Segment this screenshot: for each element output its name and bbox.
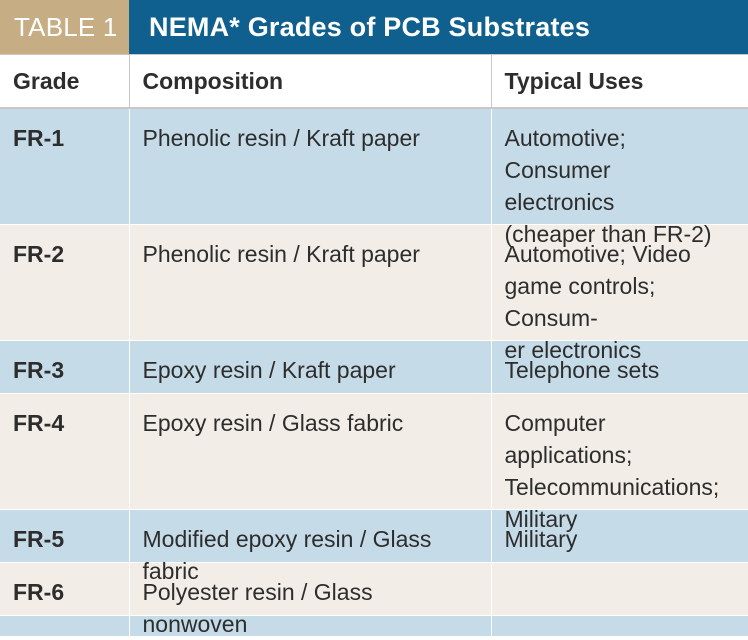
cell-grade: FR-6 — [0, 562, 129, 616]
typical-uses-line: Military — [504, 506, 578, 532]
table-header-bar: TABLE 1 NEMA* Grades of PCB Substrates — [0, 0, 748, 54]
column-header-composition: Composition — [128, 54, 491, 109]
cell-grade: FR-4 — [0, 393, 129, 510]
substrate-grades-table: Grade Composition Typical Uses FR-1 Pheno… — [0, 54, 748, 637]
typical-uses-line: Telecommunications; — [504, 474, 720, 500]
cell-grade: FR-2 — [0, 224, 129, 341]
cell-typical-uses: Telephone sets — [490, 340, 748, 394]
table-row: FR-3 Epoxy resin / Kraft paper Telephone s… — [0, 340, 748, 394]
column-header-grade: Grade — [0, 54, 129, 109]
cell-composition: Phenolic resin / Kraft paper — [128, 224, 491, 341]
table-title: NEMA* Grades of PCB Substrates — [129, 0, 748, 54]
typical-uses-line: Military — [504, 526, 578, 552]
cell-typical-uses — [490, 615, 748, 637]
table-row: FR-2 Phenolic resin / Kraft paper Automoti… — [0, 224, 748, 363]
typical-uses-line: er electronics — [504, 337, 642, 363]
column-header-row: Grade Composition Typical Uses — [0, 54, 748, 109]
cell-composition: Phenolic resin / Kraft paper — [128, 108, 491, 225]
cell-typical-uses: Automotive; Video game controls; Consum-e… — [490, 224, 748, 363]
table-body: FR-1 Phenolic resin / Kraft paper Automoti… — [0, 108, 748, 637]
typical-uses-line: Computer applications; — [504, 410, 633, 468]
cell-composition: Modified epoxy resin / Glass fabric — [128, 509, 491, 584]
table-number-label: TABLE 1 — [0, 0, 129, 54]
typical-uses-line: electronics — [504, 189, 615, 215]
cell-grade: FR-3 — [0, 340, 129, 394]
typical-uses-line: game controls; Consum- — [504, 273, 656, 331]
cell-typical-uses: Military — [490, 509, 748, 563]
column-header-typical-uses: Typical Uses — [490, 54, 748, 109]
cell-grade: FR-1 — [0, 108, 129, 225]
cell-typical-uses — [490, 562, 748, 616]
table-row: FR-4 Epoxy resin / Glass fabric Computer a… — [0, 393, 748, 532]
table-row: FR-1 Phenolic resin / Kraft paper Automoti… — [0, 108, 748, 247]
cell-grade: FR-5 — [0, 509, 129, 563]
cell-composition: Epoxy resin / Kraft paper — [128, 340, 491, 394]
table-row: FR-5 Modified epoxy resin / Glass fabric M… — [0, 509, 748, 584]
cell-grade — [0, 615, 129, 637]
typical-uses-line: Automotive; Video — [504, 241, 691, 267]
typical-uses-line: Telephone sets — [504, 357, 660, 383]
typical-uses-line: Automotive; Consumer — [504, 125, 626, 183]
table-row — [0, 615, 748, 637]
cell-composition: Epoxy resin / Glass fabric — [128, 393, 491, 510]
table-row: FR-6 Polyester resin / Glass nonwoven — [0, 562, 748, 637]
cell-typical-uses: Automotive; Consumer electronics (cheaper … — [490, 108, 748, 247]
cell-typical-uses: Computer applications; Telecommunications… — [490, 393, 748, 532]
typical-uses-line: (cheaper than FR-2) — [504, 221, 712, 247]
